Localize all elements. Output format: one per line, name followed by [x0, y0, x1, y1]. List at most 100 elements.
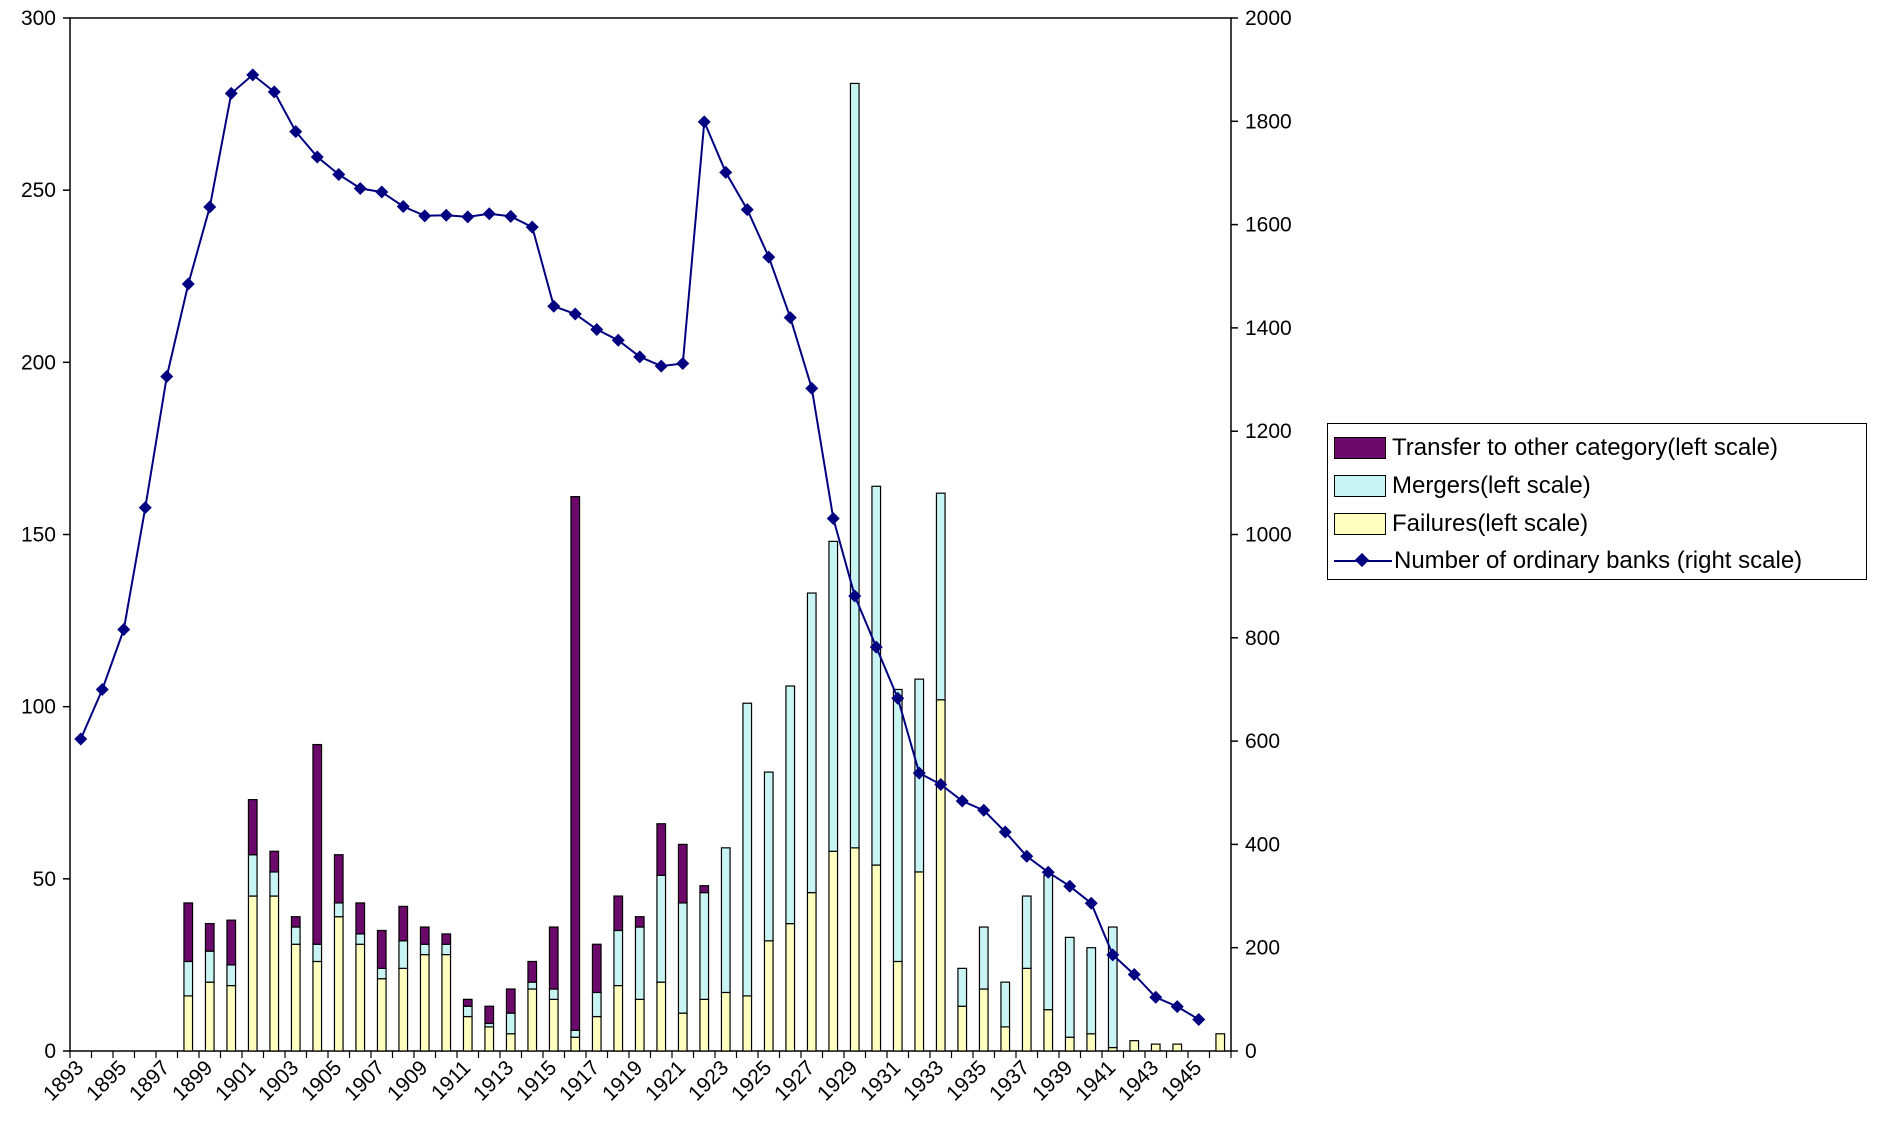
- banks-marker-1908: [396, 200, 410, 214]
- bar-transfer-1901: [247, 799, 258, 856]
- x-tick-label: 1899: [168, 1056, 217, 1105]
- legend-item-failures: Failures(left scale): [1334, 506, 1588, 542]
- bar-transfer-1909: [419, 926, 430, 945]
- bar-transfer-1918: [613, 895, 624, 932]
- bar-failures-1904: [312, 960, 323, 1052]
- bar-mergers-1905: [333, 902, 344, 918]
- left-tick-label: 250: [21, 179, 56, 202]
- bar-failures-1912: [484, 1026, 495, 1052]
- banks-marker-1904: [310, 150, 324, 164]
- legend-item-banks: Number of ordinary banks (right scale): [1334, 543, 1802, 579]
- legend-swatch-mergers: [1334, 475, 1386, 497]
- line-layer: [74, 68, 1206, 1026]
- bar-transfer-1905: [333, 854, 344, 904]
- bar-failures-1944: [1172, 1043, 1183, 1052]
- banks-marker-1915: [547, 299, 561, 313]
- banks-marker-1906: [353, 181, 367, 195]
- bar-mergers-1930: [871, 485, 882, 866]
- bar-failures-1931: [892, 960, 903, 1052]
- legend-label-failures: Failures(left scale): [1392, 510, 1589, 537]
- bar-mergers-1899: [204, 950, 215, 983]
- banks-marker-1913: [504, 209, 518, 223]
- bar-failures-1915: [548, 998, 559, 1052]
- banks-marker-1934: [955, 794, 969, 808]
- left-tick-label: 0: [44, 1040, 56, 1063]
- bar-failures-1903: [290, 943, 301, 1052]
- x-tick-label: 1897: [125, 1056, 174, 1105]
- x-tick-label: 1921: [641, 1056, 690, 1105]
- banks-marker-1919: [633, 350, 647, 364]
- banks-marker-1905: [332, 167, 346, 181]
- legend-item-transfer: Transfer to other category(left scale): [1334, 430, 1778, 466]
- x-tick-label: 1931: [856, 1056, 905, 1105]
- banks-marker-1911: [461, 210, 475, 224]
- banks-marker-1932: [912, 766, 926, 780]
- bar-transfer-1919: [634, 916, 645, 928]
- banks-marker-1899: [203, 200, 217, 214]
- left-tick-label: 150: [21, 524, 56, 547]
- banks-marker-1912: [482, 207, 496, 221]
- bar-mergers-1941: [1107, 926, 1118, 1049]
- bar-failures-1910: [441, 953, 452, 1052]
- bar-failures-1922: [699, 998, 710, 1052]
- right-tick-label: 1600: [1245, 214, 1292, 237]
- bar-mergers-1924: [742, 702, 753, 997]
- bar-transfer-1913: [505, 988, 516, 1014]
- right-tick-label: 800: [1245, 627, 1280, 650]
- bar-failures-1913: [505, 1033, 516, 1052]
- right-tick-label: 200: [1245, 937, 1280, 960]
- banks-marker-1925: [762, 250, 776, 264]
- bar-transfer-1917: [591, 943, 602, 994]
- plot-border: [69, 17, 1232, 1052]
- bar-failures-1917: [591, 1015, 602, 1052]
- bar-transfer-1904: [312, 743, 323, 945]
- bar-mergers-1916: [570, 1029, 581, 1038]
- bar-failures-1935: [978, 988, 989, 1052]
- bar-failures-1937: [1021, 967, 1032, 1052]
- left-tick-label: 300: [21, 7, 56, 30]
- bar-failures-1909: [419, 953, 430, 1052]
- banks-marker-1900: [224, 86, 238, 100]
- x-tick-label: 1919: [598, 1056, 647, 1105]
- right-tick-label: 1400: [1245, 317, 1292, 340]
- bar-mergers-1940: [1086, 947, 1097, 1035]
- bar-failures-1902: [269, 895, 280, 1052]
- banks-marker-1917: [590, 322, 604, 336]
- bar-failures-1946: [1215, 1033, 1226, 1052]
- x-tick-label: 1937: [985, 1056, 1034, 1105]
- banks-marker-1926: [783, 311, 797, 325]
- bar-transfer-1912: [484, 1005, 495, 1025]
- banks-marker-1903: [289, 125, 303, 139]
- bar-mergers-1908: [398, 940, 409, 969]
- banks-marker-1924: [740, 203, 754, 217]
- x-tick-label: 1941: [1071, 1056, 1120, 1105]
- bar-failures-1926: [785, 922, 796, 1052]
- right-tick-label: 1800: [1245, 110, 1292, 133]
- bar-mergers-1901: [247, 854, 258, 897]
- x-tick-label: 1901: [211, 1056, 260, 1105]
- bar-failures-1929: [849, 847, 860, 1052]
- bar-failures-1914: [527, 988, 538, 1052]
- bar-failures-1924: [742, 995, 753, 1052]
- right-tick-label: 2000: [1245, 7, 1292, 30]
- bar-mergers-1898: [183, 960, 194, 997]
- bar-mergers-1934: [957, 967, 968, 1007]
- x-tick-label: 1907: [340, 1056, 389, 1105]
- banks-marker-1935: [977, 803, 991, 817]
- x-tick-label: 1945: [1157, 1056, 1206, 1105]
- banks-marker-1897: [160, 369, 174, 383]
- plot-area: [69, 17, 1232, 1052]
- banks-marker-1936: [998, 825, 1012, 839]
- legend-label-banks: Number of ordinary banks (right scale): [1394, 547, 1803, 574]
- right-tick-label: 1000: [1245, 524, 1292, 547]
- left-tick-label: 100: [21, 696, 56, 719]
- x-tick-label: 1909: [383, 1056, 432, 1105]
- bar-failures-1911: [462, 1015, 473, 1052]
- bar-mergers-1913: [505, 1012, 516, 1035]
- banks-marker-1945: [1192, 1012, 1206, 1026]
- x-tick-label: 1929: [813, 1056, 862, 1105]
- bar-transfer-1910: [441, 933, 452, 945]
- bar-mergers-1900: [226, 964, 237, 987]
- x-tick-label: 1927: [770, 1056, 819, 1105]
